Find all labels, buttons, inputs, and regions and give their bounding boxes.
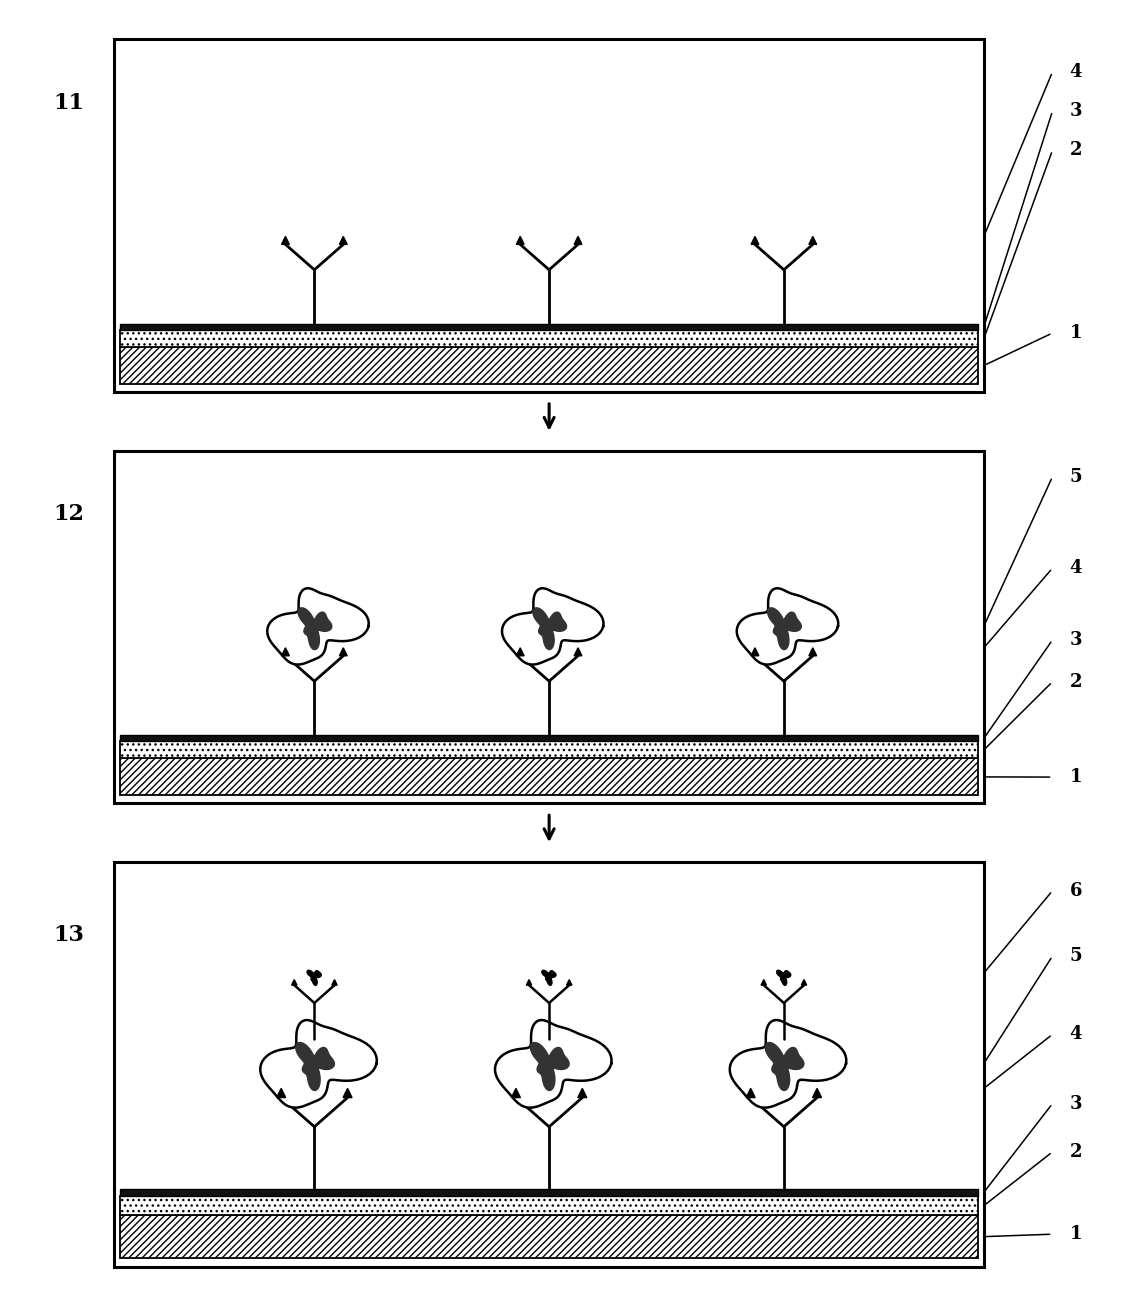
Text: 2: 2 [1070, 141, 1082, 159]
Text: 5: 5 [1070, 468, 1082, 486]
Polygon shape [296, 1042, 334, 1091]
Bar [114, 451, 984, 803]
Bar [120, 759, 978, 795]
Polygon shape [574, 648, 582, 656]
Polygon shape [812, 1088, 821, 1097]
Bar [114, 39, 984, 392]
Polygon shape [340, 236, 347, 244]
Polygon shape [495, 1020, 612, 1107]
Polygon shape [533, 607, 566, 649]
Polygon shape [531, 1042, 570, 1091]
Polygon shape [574, 236, 582, 244]
Polygon shape [277, 1088, 286, 1097]
Polygon shape [526, 980, 532, 985]
Polygon shape [768, 607, 801, 649]
Polygon shape [307, 970, 321, 986]
Text: 1: 1 [1070, 324, 1082, 342]
Text: 2: 2 [1070, 1143, 1082, 1161]
Polygon shape [281, 236, 289, 244]
Polygon shape [737, 588, 839, 665]
Polygon shape [730, 1020, 847, 1107]
Text: 2: 2 [1070, 673, 1082, 691]
Text: 11: 11 [53, 91, 85, 114]
Text: 4: 4 [1070, 63, 1082, 81]
Text: 1: 1 [1070, 1225, 1082, 1243]
Polygon shape [801, 980, 807, 985]
Bar [120, 735, 978, 742]
Text: 12: 12 [53, 503, 85, 525]
Bar [120, 1188, 978, 1196]
Polygon shape [746, 1088, 755, 1097]
Polygon shape [260, 1020, 376, 1107]
Polygon shape [281, 648, 289, 656]
Polygon shape [292, 980, 297, 985]
Polygon shape [578, 1088, 587, 1097]
Bar [120, 1196, 978, 1216]
Polygon shape [511, 1088, 521, 1097]
Polygon shape [809, 236, 817, 244]
Bar [120, 324, 978, 330]
Polygon shape [268, 588, 368, 665]
Text: 5: 5 [1070, 947, 1082, 965]
Polygon shape [761, 980, 766, 985]
Polygon shape [542, 970, 556, 986]
Polygon shape [752, 236, 758, 244]
Polygon shape [516, 648, 524, 656]
Text: 3: 3 [1070, 631, 1082, 649]
Polygon shape [765, 1042, 804, 1091]
Text: 4: 4 [1070, 1025, 1082, 1043]
Polygon shape [299, 607, 332, 649]
Bar [120, 330, 978, 347]
Polygon shape [502, 588, 604, 665]
Polygon shape [566, 980, 572, 985]
Polygon shape [340, 648, 347, 656]
Bar [120, 742, 978, 759]
Bar [120, 1216, 978, 1258]
Polygon shape [752, 648, 758, 656]
Text: 13: 13 [54, 923, 84, 946]
Polygon shape [332, 980, 337, 985]
Text: 3: 3 [1070, 1094, 1082, 1113]
Text: 4: 4 [1070, 559, 1082, 577]
Bar [120, 347, 978, 384]
Bar [114, 862, 984, 1267]
Text: 1: 1 [1070, 768, 1082, 786]
Polygon shape [777, 970, 791, 986]
Polygon shape [343, 1088, 352, 1097]
Polygon shape [809, 648, 817, 656]
Text: 6: 6 [1070, 882, 1082, 900]
Text: 3: 3 [1070, 102, 1082, 120]
Polygon shape [516, 236, 524, 244]
